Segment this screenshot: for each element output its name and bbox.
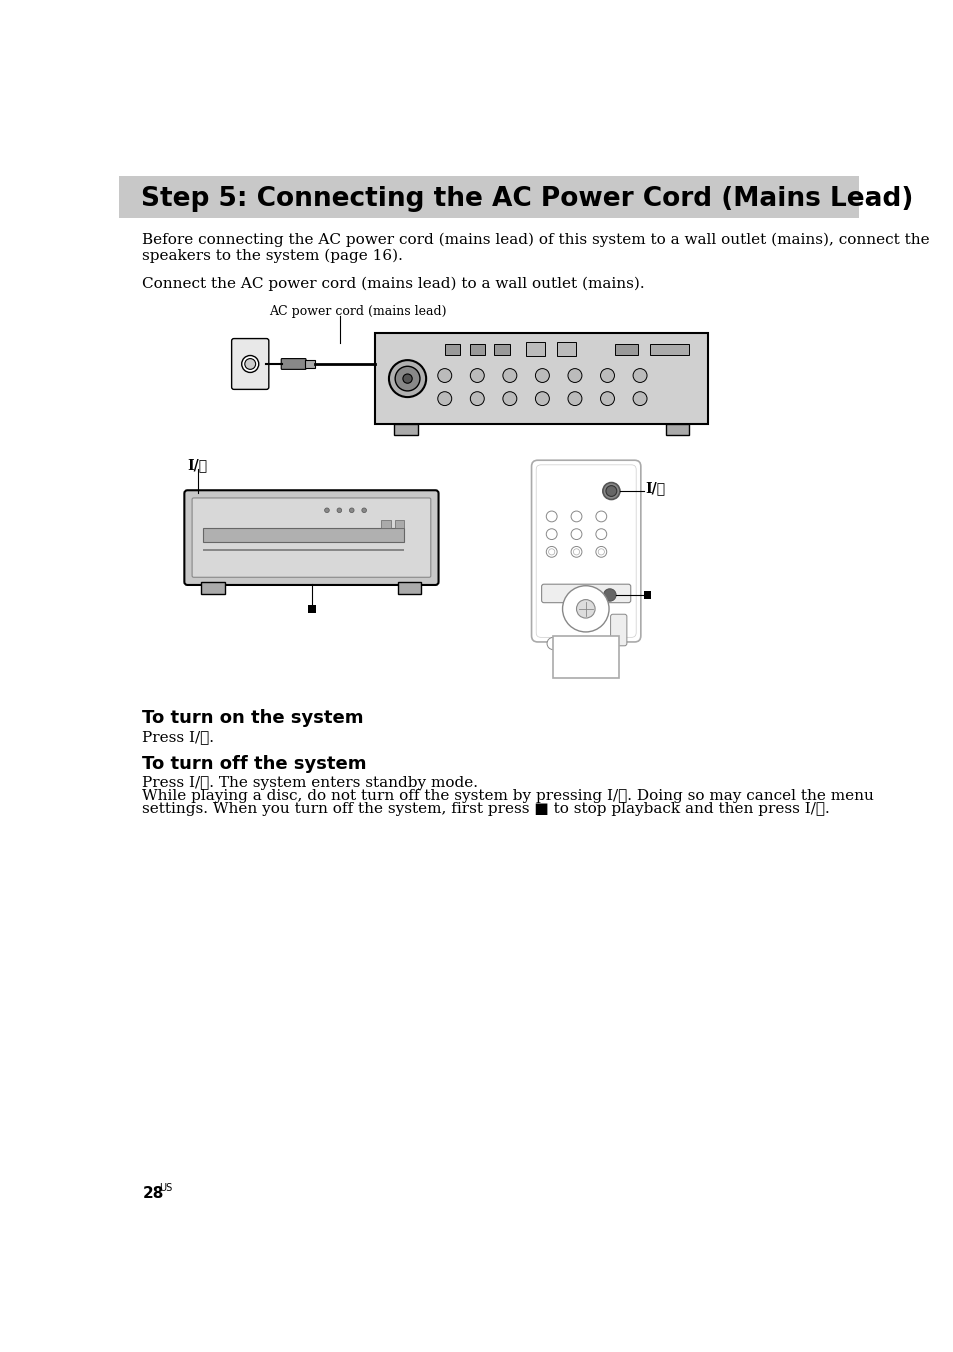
Text: settings. When you turn off the system, first press ■ to stop playback and then : settings. When you turn off the system, … [142, 802, 829, 817]
Circle shape [599, 392, 614, 406]
Bar [643, 591, 650, 599]
Text: I/⏻: I/⏻ [187, 458, 208, 473]
FancyBboxPatch shape [281, 358, 306, 369]
Circle shape [571, 511, 581, 522]
Circle shape [336, 508, 341, 512]
Bar [615, 343, 638, 354]
FancyBboxPatch shape [541, 584, 630, 603]
Bar [397, 581, 421, 595]
Bar [665, 425, 688, 435]
Bar [203, 529, 404, 542]
Circle shape [596, 546, 606, 557]
Circle shape [470, 369, 484, 383]
Circle shape [576, 599, 595, 618]
Bar [649, 343, 688, 354]
FancyBboxPatch shape [610, 614, 626, 646]
Circle shape [596, 511, 606, 522]
Bar [494, 343, 509, 354]
FancyBboxPatch shape [192, 498, 431, 577]
Bar [469, 343, 484, 354]
Circle shape [633, 369, 646, 383]
Circle shape [535, 369, 549, 383]
Text: Step 5: Connecting the AC Power Cord (Mains Lead): Step 5: Connecting the AC Power Cord (Ma… [141, 185, 912, 212]
Circle shape [605, 485, 617, 496]
Circle shape [535, 392, 549, 406]
Circle shape [602, 483, 619, 499]
Text: Connect the AC power cord (mains lead) to a wall outlet (mains).: Connect the AC power cord (mains lead) t… [142, 276, 644, 291]
Text: I/⏻: I/⏻ [645, 481, 665, 495]
Bar [444, 343, 459, 354]
Bar [557, 342, 576, 357]
Bar [381, 521, 390, 529]
Bar [525, 342, 545, 357]
Circle shape [546, 511, 557, 522]
Text: AC power cord (mains lead): AC power cord (mains lead) [269, 304, 446, 318]
Circle shape [470, 392, 484, 406]
Text: Before connecting the AC power cord (mains lead) of this system to a wall outlet: Before connecting the AC power cord (mai… [142, 233, 929, 247]
Bar [119, 176, 858, 219]
Circle shape [361, 508, 366, 512]
Text: Press I/⏻.: Press I/⏻. [142, 730, 214, 744]
Circle shape [603, 589, 616, 602]
Circle shape [546, 637, 558, 650]
Circle shape [567, 392, 581, 406]
Circle shape [571, 529, 581, 539]
Text: To turn on the system: To turn on the system [142, 708, 364, 727]
Circle shape [389, 360, 426, 397]
Text: US: US [159, 1183, 172, 1194]
Circle shape [349, 508, 354, 512]
FancyBboxPatch shape [305, 360, 314, 368]
Bar [553, 635, 618, 679]
Circle shape [241, 356, 258, 372]
Circle shape [567, 369, 581, 383]
Circle shape [324, 508, 329, 512]
Circle shape [546, 529, 557, 539]
Circle shape [402, 375, 412, 383]
Bar [308, 604, 315, 612]
Circle shape [502, 369, 517, 383]
Text: 28: 28 [142, 1186, 164, 1202]
FancyBboxPatch shape [232, 338, 269, 389]
Text: To turn off the system: To turn off the system [142, 756, 367, 773]
Bar [201, 581, 224, 595]
Text: speakers to the system (page 16).: speakers to the system (page 16). [142, 249, 403, 262]
FancyBboxPatch shape [375, 333, 707, 425]
Circle shape [599, 369, 614, 383]
Bar [395, 521, 404, 529]
Circle shape [502, 392, 517, 406]
Circle shape [596, 529, 606, 539]
Circle shape [245, 358, 255, 369]
FancyBboxPatch shape [531, 460, 640, 642]
Circle shape [571, 546, 581, 557]
Bar [203, 549, 404, 552]
Circle shape [593, 637, 605, 650]
Bar [394, 425, 417, 435]
FancyBboxPatch shape [184, 491, 438, 585]
Circle shape [546, 546, 557, 557]
Text: Press I/⏻. The system enters standby mode.: Press I/⏻. The system enters standby mod… [142, 776, 478, 790]
Circle shape [437, 369, 452, 383]
Circle shape [562, 585, 608, 631]
Circle shape [633, 392, 646, 406]
Circle shape [395, 366, 419, 391]
Text: While playing a disc, do not turn off the system by pressing I/⏻. Doing so may c: While playing a disc, do not turn off th… [142, 790, 874, 803]
Circle shape [437, 392, 452, 406]
